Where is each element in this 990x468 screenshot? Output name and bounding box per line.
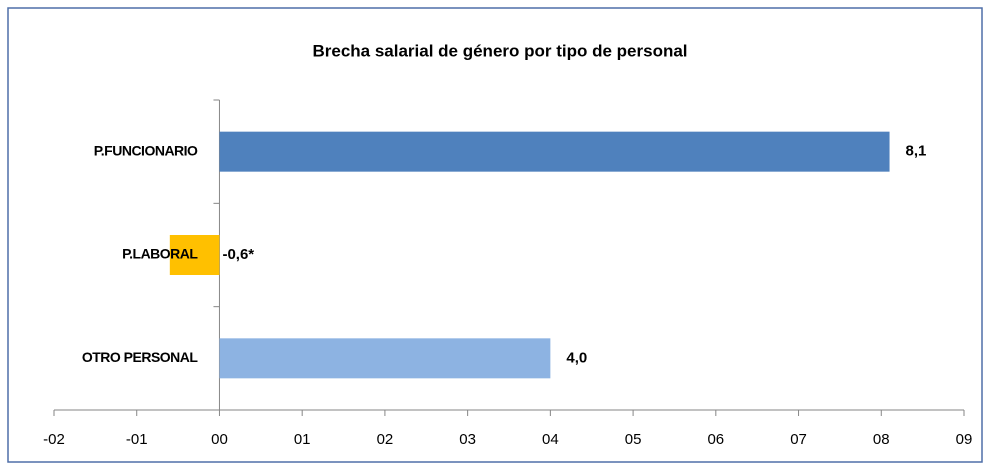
bar <box>219 131 890 172</box>
y-tick-label: OTRO PERSONAL <box>82 349 199 365</box>
x-tick-label: 01 <box>294 431 311 448</box>
bar <box>169 235 220 275</box>
bar <box>219 338 551 379</box>
chart-title: Brecha salarial de género por tipo de pe… <box>312 41 687 60</box>
x-tick-label: 02 <box>377 431 394 448</box>
x-tick-label: 06 <box>707 431 724 448</box>
y-tick-label: P.LABORAL <box>122 246 198 262</box>
data-label: 8,1 <box>906 143 927 160</box>
y-tick-label: P.FUNCIONARIO <box>94 142 198 158</box>
x-tick-label: 09 <box>956 431 973 448</box>
x-tick-label: -01 <box>126 431 148 448</box>
x-tick-label: 04 <box>542 431 559 448</box>
x-tick-label: 05 <box>625 431 642 448</box>
data-label: 4,0 <box>566 349 587 366</box>
x-tick-label: 08 <box>873 431 890 448</box>
chart-frame <box>7 7 983 463</box>
x-tick-label: 07 <box>790 431 807 448</box>
x-tick-label: -02 <box>43 431 65 448</box>
x-tick-label: 00 <box>211 431 228 448</box>
x-tick-label: 03 <box>459 431 476 448</box>
data-label: -0,6* <box>222 246 254 263</box>
